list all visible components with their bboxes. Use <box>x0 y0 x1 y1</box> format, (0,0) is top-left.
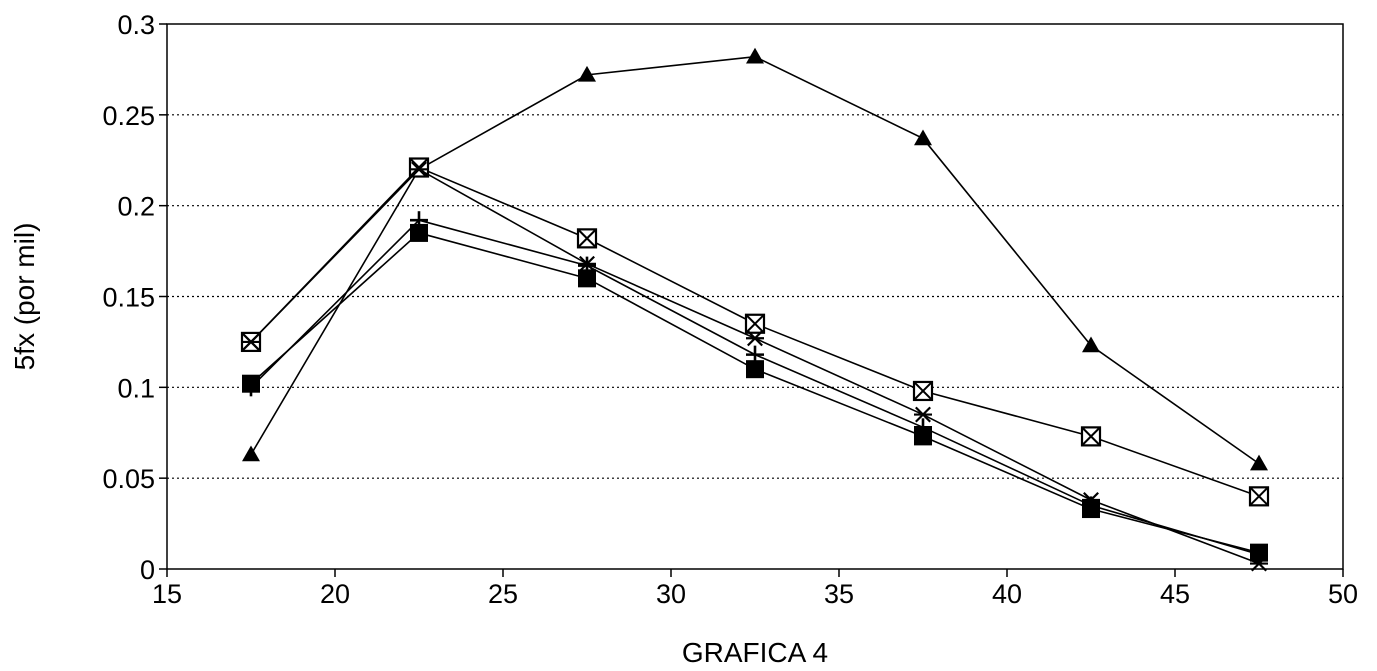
boxed-x-point <box>744 313 766 334</box>
series-line <box>250 55 1260 465</box>
x-tick-label: 25 <box>488 579 518 609</box>
asterisk-point <box>914 406 932 423</box>
x-tick-label: 45 <box>1160 579 1190 609</box>
y-tick-label: 0 <box>140 555 155 585</box>
boxed-x-point <box>912 380 934 402</box>
filled-square-point <box>410 223 428 242</box>
filled-square-point <box>1250 543 1268 562</box>
y-tick-label: 0.15 <box>102 283 155 313</box>
filled-square-point <box>242 374 260 393</box>
series-triangle <box>242 47 1268 471</box>
y-axis-title: 5fx (por mil) <box>9 223 40 371</box>
triangle-point <box>746 47 764 64</box>
grid-lines <box>167 114 1343 479</box>
series-group <box>240 47 1270 572</box>
filled-square-point <box>914 427 932 446</box>
x-axis-title: GRAFICA 4 <box>682 637 828 668</box>
series-boxed-x <box>240 157 1270 507</box>
triangle-point <box>1082 336 1100 353</box>
y-tick-label: 0.2 <box>117 192 155 222</box>
x-tick-label: 30 <box>656 579 686 609</box>
x-tick-label: 50 <box>1328 579 1358 609</box>
triangle-point <box>914 129 932 146</box>
triangle-point <box>1250 454 1268 471</box>
y-tick-label: 0.05 <box>102 464 155 494</box>
boxed-x-point <box>408 157 430 178</box>
series-line <box>250 232 1260 554</box>
asterisk-point <box>242 333 260 350</box>
triangle-point <box>242 445 260 462</box>
y-tick-label: 0.25 <box>102 101 155 131</box>
boxed-x-point <box>1248 486 1270 507</box>
asterisk-point <box>746 330 764 347</box>
x-tick-label: 15 <box>152 579 182 609</box>
asterisk-point <box>410 161 428 178</box>
boxed-x-point <box>576 228 598 249</box>
filled-square-point <box>746 360 764 379</box>
triangle-point <box>578 65 596 82</box>
x-tick-label: 35 <box>824 579 854 609</box>
y-tick-label: 0.1 <box>117 373 155 403</box>
axes: 0 0.05 0.1 0.15 0.2 0.25 0.3 15 20 25 30 35 40 45 50 <box>102 10 1358 609</box>
filled-square-point <box>578 269 596 288</box>
y-tick-label: 0.3 <box>117 10 155 40</box>
series-plus <box>242 211 1268 564</box>
series-filled-square <box>242 223 1268 562</box>
filled-square-point <box>1082 500 1100 519</box>
boxed-x-point <box>1080 426 1102 447</box>
x-tick-label: 40 <box>992 579 1022 609</box>
x-tick-label: 20 <box>320 579 350 609</box>
